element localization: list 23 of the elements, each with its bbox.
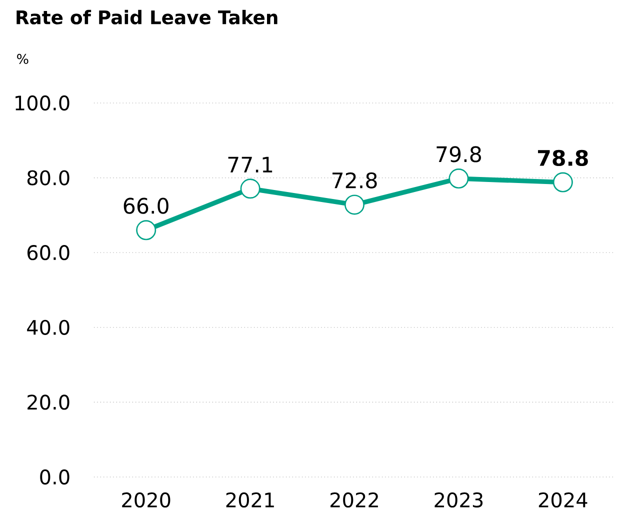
x-tick-label: 2022	[330, 492, 378, 508]
y-tick-label: 20.0	[28, 394, 70, 410]
y-tick-label: 0.0	[40, 469, 70, 485]
y-axis-title: %	[17, 54, 28, 64]
text: 77.1	[228, 156, 272, 172]
point	[448, 168, 469, 189]
point	[552, 172, 573, 192]
point	[240, 178, 260, 199]
x-tick-label: 2024	[538, 492, 588, 508]
y-tick-label: 100.0	[16, 95, 70, 111]
chart-title: Rate of Paid Leave Taken	[16, 10, 278, 24]
text: 78.8	[538, 150, 588, 166]
x-tick-label: 2023	[434, 492, 483, 508]
y-tick-label: 80.0	[27, 170, 70, 186]
point	[136, 220, 156, 240]
y-tick-label: 40.0	[27, 320, 70, 335]
y-tick-label: 60.0	[27, 245, 70, 260]
x-tick-label: 2021	[226, 492, 274, 508]
point	[344, 194, 365, 215]
text: 79.8	[436, 146, 481, 162]
text: 66.0	[124, 198, 168, 214]
x-tick-label: 2020	[122, 492, 170, 508]
text: 72.8	[332, 172, 377, 188]
